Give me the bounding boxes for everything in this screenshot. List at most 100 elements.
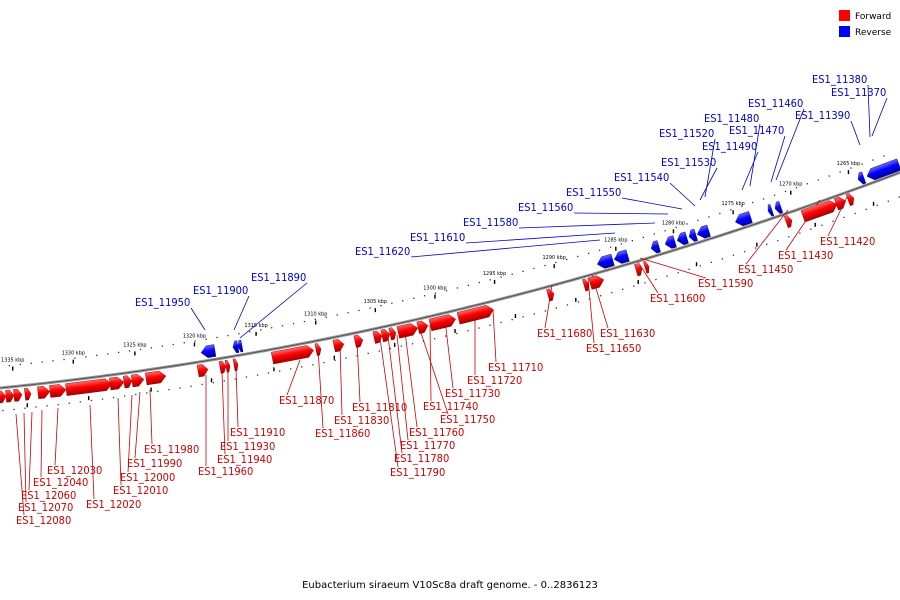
- scale-dot: [400, 345, 403, 347]
- forward-gene-leader: [89, 404, 95, 500]
- scale-dot: [653, 233, 655, 235]
- scale-dot: [179, 387, 181, 389]
- scale-dot: [600, 295, 602, 297]
- forward-gene-label[interactable]: ES1_11590: [698, 277, 753, 290]
- reverse-gene-label[interactable]: ES1_11460: [748, 97, 803, 110]
- forward-gene-label[interactable]: ES1_11750: [440, 413, 495, 426]
- reverse-gene-label[interactable]: ES1_11380: [812, 73, 867, 86]
- scale-dot: [598, 249, 601, 251]
- reverse-gene-label[interactable]: ES1_11470: [729, 124, 784, 137]
- scale-dot: [260, 329, 262, 331]
- reverse-gene-arrow: [614, 249, 630, 264]
- forward-gene-label[interactable]: ES1_12040: [33, 476, 88, 489]
- reverse-gene-label[interactable]: ES1_11490: [702, 140, 757, 153]
- forward-gene-label[interactable]: ES1_11790: [390, 466, 445, 479]
- reverse-gene-arrow: [676, 231, 689, 246]
- reverse-gene-leader: [573, 212, 669, 215]
- forward-gene-label[interactable]: ES1_11990: [127, 457, 182, 470]
- forward-gene-label[interactable]: ES1_11940: [217, 453, 272, 466]
- reverse-gene-label[interactable]: ES1_11620: [355, 245, 410, 258]
- reverse-gene-leader: [621, 197, 683, 210]
- forward-gene-label[interactable]: ES1_11770: [400, 439, 455, 452]
- scale-dot: [631, 240, 633, 242]
- reverse-gene-label[interactable]: ES1_11520: [659, 127, 714, 140]
- forward-gene-label[interactable]: ES1_12080: [16, 514, 71, 527]
- scale-dot: [743, 251, 746, 253]
- forward-gene-leader: [28, 411, 33, 491]
- reverse-gene-label[interactable]: ES1_11370: [831, 86, 886, 99]
- forward-gene-label[interactable]: ES1_11680: [537, 327, 592, 340]
- tick-label: 1330 kbp: [62, 351, 85, 357]
- forward-gene-arrow: [588, 275, 605, 290]
- forward-gene-label[interactable]: ES1_11650: [586, 342, 641, 355]
- forward-gene-label[interactable]: ES1_11980: [144, 443, 199, 456]
- forward-gene-label[interactable]: ES1_12060: [21, 489, 76, 502]
- genome-backbone: [0, 171, 900, 390]
- scale-dot: [281, 325, 284, 327]
- scale-dot: [522, 270, 524, 272]
- forward-gene-label[interactable]: ES1_11430: [778, 249, 833, 262]
- scale-dot: [677, 272, 679, 274]
- scale-dot: [325, 316, 327, 318]
- forward-gene-leader: [745, 209, 789, 265]
- forward-gene-label[interactable]: ES1_11810: [352, 401, 407, 414]
- reverse-gene-label[interactable]: ES1_11530: [661, 156, 716, 169]
- scale-dot: [872, 159, 874, 161]
- forward-gene-label[interactable]: ES1_11760: [409, 426, 464, 439]
- reverse-gene-label[interactable]: ES1_11580: [463, 216, 518, 229]
- scale-dot: [336, 314, 338, 316]
- reverse-gene-label[interactable]: ES1_11950: [135, 296, 190, 309]
- forward-gene-label[interactable]: ES1_11720: [467, 374, 522, 387]
- scale-dot: [85, 356, 87, 358]
- forward-gene-label[interactable]: ES1_12070: [18, 501, 73, 514]
- forward-gene-arrow: [582, 278, 590, 292]
- forward-gene-label[interactable]: ES1_11960: [198, 465, 253, 478]
- forward-gene-label[interactable]: ES1_11420: [820, 235, 875, 248]
- scale-dot: [413, 297, 415, 299]
- scale-dot: [467, 284, 469, 286]
- forward-gene-label[interactable]: ES1_11600: [650, 292, 705, 305]
- forward-gene-label[interactable]: ES1_11450: [738, 263, 793, 276]
- scale-dot: [168, 389, 170, 391]
- reverse-gene-label[interactable]: ES1_11560: [518, 201, 573, 214]
- forward-gene-label[interactable]: ES1_11740: [423, 400, 478, 413]
- scale-dot: [850, 167, 852, 169]
- forward-gene-label[interactable]: ES1_12020: [86, 498, 141, 511]
- forward-gene-label[interactable]: ES1_11730: [445, 387, 500, 400]
- forward-gene-label[interactable]: ES1_12000: [120, 471, 175, 484]
- scale-dot: [389, 348, 391, 350]
- forward-gene-label[interactable]: ES1_11870: [279, 394, 334, 407]
- scale-dot: [620, 243, 623, 245]
- forward-gene-label[interactable]: ES1_11780: [394, 452, 449, 465]
- forward-gene-label[interactable]: ES1_12010: [113, 484, 168, 497]
- reverse-gene-label[interactable]: ES1_11390: [795, 109, 850, 122]
- scale-dot: [334, 359, 336, 361]
- scale-dot: [256, 374, 259, 376]
- forward-gene-arrow: [0, 390, 7, 404]
- forward-gene-arrow: [634, 263, 643, 277]
- legend-forward-label: Forward: [855, 12, 891, 22]
- reverse-gene-label[interactable]: ES1_11480: [704, 112, 759, 125]
- scale-dot: [741, 205, 743, 207]
- scale-dot: [8, 365, 10, 367]
- reverse-gene-label[interactable]: ES1_11900: [193, 284, 248, 297]
- forward-gene-label[interactable]: ES1_11930: [220, 440, 275, 453]
- scale-dot: [810, 228, 812, 230]
- forward-gene-label[interactable]: ES1_11710: [488, 361, 543, 374]
- forward-gene-label[interactable]: ES1_12030: [47, 464, 102, 477]
- reverse-gene-leader: [410, 239, 601, 258]
- forward-gene-label[interactable]: ES1_11860: [315, 427, 370, 440]
- reverse-gene-label[interactable]: ES1_11540: [614, 171, 669, 184]
- forward-gene-label[interactable]: ES1_11630: [600, 327, 655, 340]
- backbone-line: [0, 171, 900, 390]
- scale-dot: [489, 324, 491, 326]
- scale-dot: [424, 295, 426, 297]
- reverse-gene-label[interactable]: ES1_11890: [251, 271, 306, 284]
- forward-gene-leader: [40, 409, 43, 478]
- scale-dot: [347, 312, 349, 314]
- scale-dot: [358, 309, 360, 312]
- reverse-gene-label[interactable]: ES1_11610: [410, 231, 465, 244]
- forward-gene-label[interactable]: ES1_11830: [334, 414, 389, 427]
- forward-gene-label[interactable]: ES1_11910: [230, 426, 285, 439]
- reverse-gene-label[interactable]: ES1_11550: [566, 186, 621, 199]
